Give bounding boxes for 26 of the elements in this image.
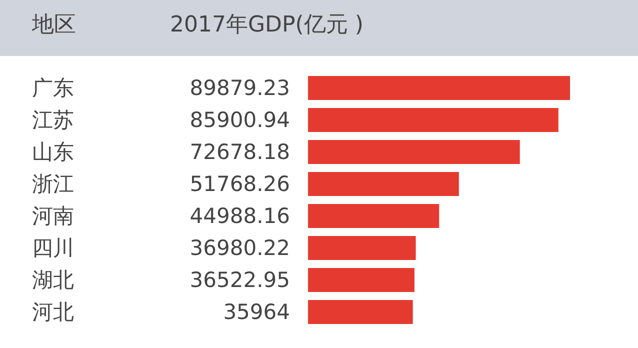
y-tick-label: 河南 [32,204,74,228]
data-label: 36522.95 [190,268,290,292]
bar [308,108,558,132]
y-tick-label: 河北 [32,300,74,324]
bar [308,236,416,260]
y-axis-title: 地区 [31,12,76,38]
bar [308,204,440,228]
y-tick-label: 广东 [32,76,74,100]
data-label: 85900.94 [190,108,290,132]
data-label: 35964 [223,300,290,324]
data-label: 36980.22 [190,236,290,260]
bar [308,268,414,292]
bar [308,140,520,164]
bar [308,172,459,196]
y-tick-label: 四川 [32,236,74,260]
y-tick-label: 江苏 [32,108,74,132]
data-label: 51768.26 [190,172,290,196]
y-tick-label: 浙江 [32,172,74,196]
x-axis-title: 2017年GDP(亿元 ) [170,12,364,38]
data-label: 44988.16 [190,204,290,228]
bar [308,76,570,100]
y-tick-label: 湖北 [32,268,74,292]
data-label: 72678.18 [190,140,290,164]
data-label: 89879.23 [190,76,290,100]
y-tick-label: 山东 [32,140,74,164]
bar [308,300,413,324]
